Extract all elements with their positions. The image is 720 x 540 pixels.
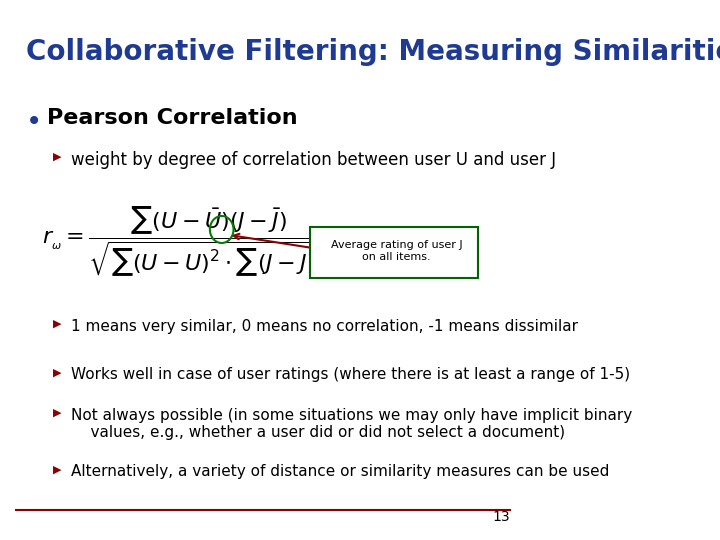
Text: Collaborative Filtering: Measuring Similarities: Collaborative Filtering: Measuring Simil… [26, 38, 720, 66]
Text: weight by degree of correlation between user U and user J: weight by degree of correlation between … [71, 151, 556, 169]
Text: Alternatively, a variety of distance or similarity measures can be used: Alternatively, a variety of distance or … [71, 464, 609, 480]
Text: ▶: ▶ [53, 408, 61, 418]
Text: $r_{_{\omega}} = \dfrac{\sum(U-\bar{U})(J-\bar{J})}{\sqrt{\sum(U-U)^2 \cdot \sum: $r_{_{\omega}} = \dfrac{\sum(U-\bar{U})(… [42, 205, 330, 279]
Text: ▶: ▶ [53, 367, 61, 377]
Text: Average rating of user J
on all items.: Average rating of user J on all items. [330, 240, 462, 262]
Text: ▶: ▶ [53, 464, 61, 475]
Text: Not always possible (in some situations we may only have implicit binary
    val: Not always possible (in some situations … [71, 408, 632, 440]
Text: ▶: ▶ [53, 319, 61, 329]
Text: 13: 13 [492, 510, 510, 524]
Text: ▶: ▶ [53, 151, 61, 161]
FancyBboxPatch shape [310, 227, 478, 278]
Text: •: • [26, 108, 42, 136]
Text: Works well in case of user ratings (where there is at least a range of 1-5): Works well in case of user ratings (wher… [71, 367, 630, 382]
Text: Pearson Correlation: Pearson Correlation [48, 108, 298, 128]
Text: 1 means very similar, 0 means no correlation, -1 means dissimilar: 1 means very similar, 0 means no correla… [71, 319, 578, 334]
